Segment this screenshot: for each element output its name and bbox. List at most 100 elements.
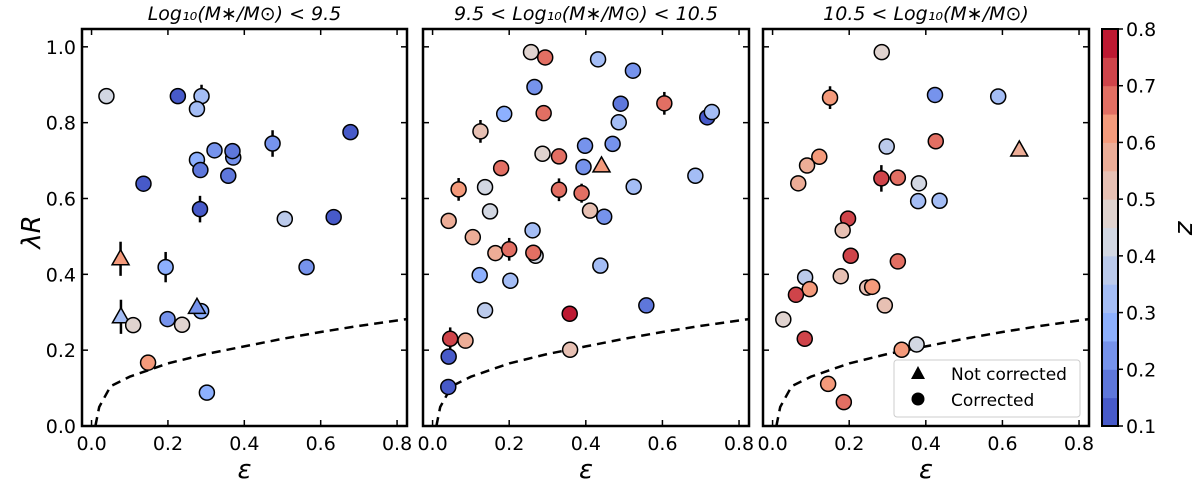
y-tick-label: 0.6 <box>46 188 76 210</box>
colorbar: 0.1 0.2 0.3 0.4 0.5 0.6 0.7 0.8 z <box>1101 19 1200 438</box>
data-point <box>476 178 494 196</box>
data-point <box>798 157 816 174</box>
data-point <box>188 100 206 118</box>
data-point <box>873 43 891 61</box>
x-axis-label: ε <box>919 455 933 485</box>
data-point <box>135 175 152 192</box>
data-point <box>476 302 494 319</box>
colorbar-bin <box>1102 142 1118 172</box>
x-axis-label: ε <box>237 455 251 485</box>
x-tick-label: 0.4 <box>911 433 941 455</box>
data-point <box>703 103 721 121</box>
data-point <box>796 330 814 348</box>
data-point <box>893 341 910 359</box>
data-point <box>550 181 568 199</box>
x-tick-label: 0.0 <box>417 433 447 455</box>
data-point <box>931 192 948 210</box>
reference-curve <box>435 317 750 427</box>
x-tick-label: 0.8 <box>724 433 754 455</box>
colorbar-tick-label: 0.8 <box>1126 19 1156 41</box>
data-point-triangle <box>110 248 131 266</box>
data-point <box>173 316 191 334</box>
y-tick-label: 0.4 <box>46 264 76 286</box>
data-point <box>457 332 474 349</box>
data-point <box>502 272 519 290</box>
data-point <box>889 253 907 270</box>
axes-frame <box>421 27 751 428</box>
data-point <box>495 105 513 123</box>
data-point <box>192 161 209 179</box>
x-tick-label: 0.6 <box>987 433 1017 455</box>
data-point <box>589 51 607 68</box>
data-point <box>500 241 518 258</box>
x-tick-label: 0.4 <box>571 433 601 455</box>
data-point <box>524 222 541 239</box>
data-point <box>220 167 237 184</box>
colorbar-tick-label: 0.4 <box>1126 246 1156 268</box>
data-point <box>775 311 792 328</box>
colorbar-bin <box>1102 340 1118 370</box>
colorbar-tick-label: 0.7 <box>1126 76 1156 98</box>
data-point <box>157 258 174 276</box>
colorbar-bin <box>1102 397 1118 427</box>
data-point-triangle <box>187 296 207 315</box>
data-point <box>561 341 579 359</box>
x-tick-label: 0.0 <box>757 433 787 455</box>
data-point <box>441 330 459 348</box>
y-tick-label: 1.0 <box>46 37 76 59</box>
data-point <box>876 297 894 314</box>
data-point <box>927 132 945 150</box>
data-point <box>612 95 629 112</box>
colorbar-tick-label: 0.3 <box>1126 303 1156 325</box>
data-point <box>834 222 851 239</box>
data-point <box>561 305 578 323</box>
legend-label: Not corrected <box>951 365 1067 385</box>
data-point <box>169 87 187 105</box>
colorbar-tick-label: 0.1 <box>1126 416 1156 438</box>
data-point <box>440 348 457 365</box>
y-tick-label: 0.8 <box>46 113 76 135</box>
data-point <box>789 175 807 192</box>
colorbar-bin <box>1102 227 1118 257</box>
reference-curve <box>775 317 1090 427</box>
data-point <box>522 43 540 61</box>
panel-2: 9.5 < Log₁₀(M∗/M⊙) < 10.5 0.0 0.2 0.4 0.6 0.8… <box>417 3 754 485</box>
data-point <box>638 297 655 314</box>
data-point <box>889 169 907 186</box>
data-point <box>450 181 467 198</box>
x-tick-label: 0.8 <box>382 433 412 455</box>
legend-circle-icon <box>911 392 925 406</box>
legend: Not corrected Corrected <box>893 359 1081 418</box>
data-point <box>224 142 241 160</box>
panel-3: 10.5 < Log₁₀(M∗/M⊙) 0.0 0.2 0.4 0.6 0.8 ε <box>757 3 1094 485</box>
data-point <box>191 200 209 218</box>
panel-title: 9.5 < Log₁₀(M∗/M⊙) < 10.5 <box>454 3 718 25</box>
x-tick-label: 0.4 <box>229 433 259 455</box>
data-point <box>821 89 839 106</box>
data-point <box>832 267 850 285</box>
data-point <box>873 170 890 187</box>
data-point <box>573 184 590 202</box>
legend-box <box>893 359 1081 418</box>
colorbar-bin <box>1102 114 1118 143</box>
data-point <box>298 258 315 276</box>
data-point <box>526 78 543 96</box>
data-point <box>342 123 359 141</box>
data-point <box>801 280 818 298</box>
data-point <box>610 114 628 131</box>
data-point <box>550 148 568 165</box>
data-point <box>206 142 223 159</box>
colorbar-bin <box>1102 284 1118 314</box>
data-point <box>159 310 176 328</box>
legend-label: Corrected <box>951 391 1034 411</box>
data-point <box>842 247 859 264</box>
data-point <box>535 104 552 122</box>
data-point <box>819 375 837 393</box>
colorbar-bin <box>1102 369 1118 399</box>
data-point <box>878 138 895 155</box>
x-tick-label: 0.8 <box>1064 433 1094 455</box>
data-point <box>464 228 482 246</box>
colorbar-bin <box>1102 170 1118 200</box>
data-point <box>910 175 928 192</box>
y-axis-label: λR <box>17 215 47 250</box>
